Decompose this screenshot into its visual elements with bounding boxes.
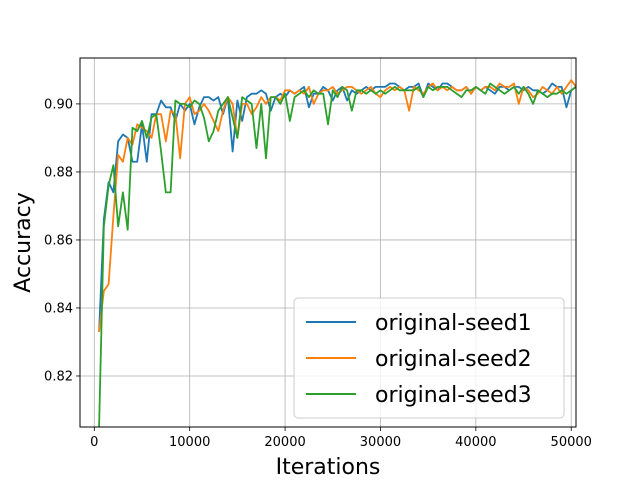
series-line-original-seed3 [98, 82, 577, 428]
x-axis-label: Iterations [276, 455, 381, 480]
x-tick-label: 10000 [169, 435, 210, 450]
legend: original-seed1 original-seed2 original-see… [293, 297, 565, 419]
x-tick-label: 20000 [264, 435, 305, 450]
plot-frame [79, 57, 577, 428]
x-tick-label: 30000 [360, 435, 401, 450]
grid-lines [80, 58, 576, 427]
legend-box [293, 297, 565, 419]
y-tick-label: 0.82 [44, 369, 73, 384]
legend-label: original-seed3 [375, 383, 532, 408]
y-tick-label: 0.86 [44, 233, 73, 248]
legend-label: original-seed2 [375, 347, 532, 372]
axis-ticks: 0 10000 20000 30000 40000 50000 0.82 0.84 0.86 0.… [44, 97, 592, 450]
y-axis-label: Accuracy [11, 192, 36, 292]
y-tick-label: 0.88 [44, 165, 73, 180]
x-tick-label: 0 [90, 435, 98, 450]
y-tick-label: 0.90 [44, 97, 73, 112]
x-tick-label: 40000 [455, 435, 496, 450]
legend-label: original-seed1 [375, 311, 532, 336]
series-lines [98, 79, 577, 428]
series-line-original-seed1 [98, 82, 577, 332]
y-tick-label: 0.84 [44, 301, 73, 316]
x-tick-label: 50000 [551, 435, 592, 450]
